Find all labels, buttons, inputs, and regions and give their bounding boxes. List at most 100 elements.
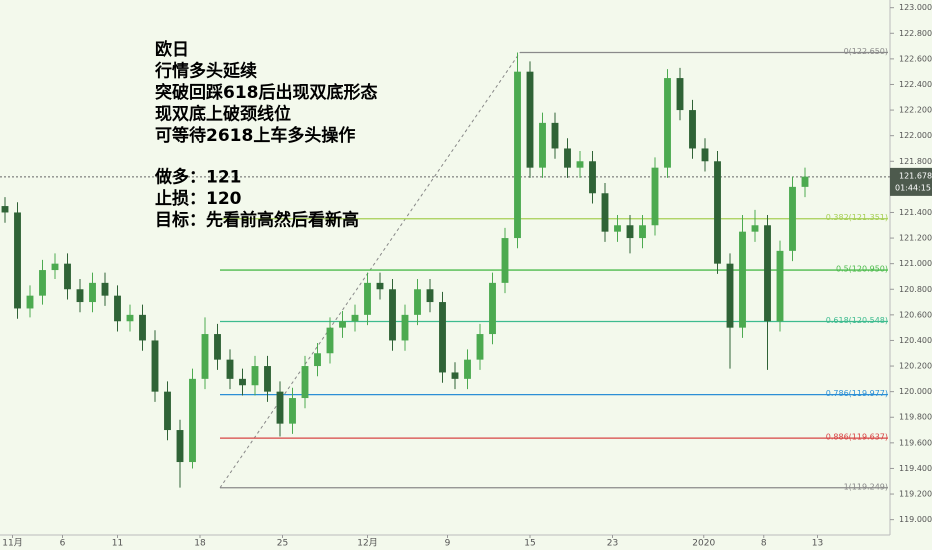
candle-body — [651, 167, 659, 226]
candle-body — [601, 193, 609, 232]
y-tick-label: 122.200 — [899, 106, 932, 115]
current-price-label: 121.678 — [899, 171, 932, 180]
annotation-line: 可等待2618上车多头操作 — [155, 125, 355, 146]
candle-body — [51, 263, 59, 271]
candle-body — [151, 340, 159, 392]
candle-body — [214, 334, 221, 360]
x-tick-label: 12月 — [357, 538, 377, 549]
x-tick-label: 6 — [60, 539, 66, 549]
candle-body — [314, 353, 321, 367]
candle-body — [489, 282, 496, 335]
candle-body — [764, 225, 771, 322]
y-tick-label: 120.800 — [899, 285, 932, 294]
fib-level-label: 1(119.249) — [844, 482, 888, 491]
x-tick-label: 23 — [607, 539, 618, 549]
candle-body — [76, 289, 84, 303]
y-tick-label: 122.000 — [899, 131, 932, 140]
x-tick-label: 11月 — [2, 538, 22, 549]
x-tick-label: 13 — [812, 539, 823, 549]
candle-body — [339, 321, 346, 328]
candle-body — [451, 372, 459, 379]
candle-body — [589, 161, 596, 194]
candle-body — [626, 225, 634, 239]
candle-body — [426, 289, 434, 303]
y-tick-label: 123.000 — [899, 3, 932, 12]
y-tick-label: 121.000 — [899, 259, 932, 268]
candle-body — [239, 378, 246, 386]
annotation-line: 行情多头延续 — [154, 61, 257, 82]
y-tick-label: 122.600 — [899, 54, 932, 63]
candle-body — [164, 391, 171, 431]
y-tick-label: 120.600 — [899, 310, 932, 319]
candle-body — [751, 225, 759, 232]
candle-body — [401, 314, 409, 341]
candle-body — [1, 206, 9, 213]
candle-body — [714, 161, 721, 264]
y-tick-label: 122.400 — [899, 80, 932, 89]
candle-body — [389, 289, 396, 341]
candle-body — [264, 366, 271, 392]
fib-level-label: 0.886(119.637) — [826, 433, 888, 442]
x-tick-label: 9 — [445, 539, 451, 549]
candle-body — [501, 238, 509, 283]
y-tick-label: 122.800 — [899, 29, 932, 38]
candle-body — [676, 78, 684, 111]
candle-body — [139, 314, 146, 341]
candle-body — [176, 430, 184, 463]
y-tick-label: 119.400 — [899, 464, 932, 473]
x-tick-label: 2020 — [692, 539, 715, 549]
y-tick-label: 119.200 — [899, 490, 932, 499]
y-tick-label: 121.800 — [899, 157, 932, 166]
y-tick-label: 121.200 — [899, 234, 932, 243]
candle-body — [689, 110, 696, 149]
candle-body — [701, 148, 709, 162]
x-tick-label: 11 — [112, 539, 123, 549]
candle-body — [739, 231, 746, 328]
candle-body — [89, 282, 96, 303]
fib-level-label: 0.618(120.548) — [826, 316, 888, 325]
fib-level-label: 0(122.650) — [844, 47, 888, 56]
annotation-line: 现双底上破颈线位 — [155, 104, 291, 125]
fib-level-label: 0.786(119.977) — [826, 389, 888, 398]
candle-body — [564, 148, 571, 168]
candle-body — [776, 250, 784, 322]
candle-body — [39, 270, 46, 296]
candle-body — [464, 359, 471, 379]
candle-body — [414, 289, 421, 315]
y-tick-label: 119.600 — [899, 438, 932, 447]
candle-body — [801, 176, 809, 187]
y-tick-label: 119.000 — [899, 515, 932, 524]
fib-level-label: 0.382(121.351) — [826, 213, 888, 222]
candle-body — [576, 161, 584, 168]
candle-body — [789, 186, 796, 251]
candle-body — [351, 314, 359, 322]
x-tick-label: 8 — [761, 539, 767, 549]
annotation-line: 欧日 — [155, 39, 189, 60]
candle-body — [289, 398, 296, 424]
y-tick-label: 120.000 — [899, 387, 932, 396]
fib-level-label: 0.5(120.950) — [836, 265, 888, 274]
x-tick-label: 15 — [524, 539, 535, 549]
annotation-line: 做多：121 — [154, 167, 242, 188]
candle-body — [189, 378, 196, 463]
candle-body — [64, 263, 71, 290]
y-tick-label: 120.200 — [899, 362, 932, 371]
candle-body — [26, 295, 34, 309]
annotation-line: 止损：120 — [155, 188, 242, 209]
current-price-tag — [890, 167, 932, 196]
candle-body — [376, 282, 384, 290]
candle-body — [101, 282, 109, 296]
countdown-label: 01:44:15 — [895, 183, 931, 192]
candle-body — [114, 295, 121, 322]
candle-body — [664, 78, 671, 168]
candle-body — [614, 225, 621, 232]
candle-body — [514, 71, 521, 239]
candle-body — [126, 314, 134, 322]
candle-body — [326, 327, 334, 354]
candle-body — [476, 334, 484, 360]
annotation-line: 目标：先看前高然后看新高 — [155, 210, 359, 231]
candle-body — [526, 71, 534, 168]
annotation-line: 突破回踩618后出现双底形态 — [155, 82, 378, 103]
